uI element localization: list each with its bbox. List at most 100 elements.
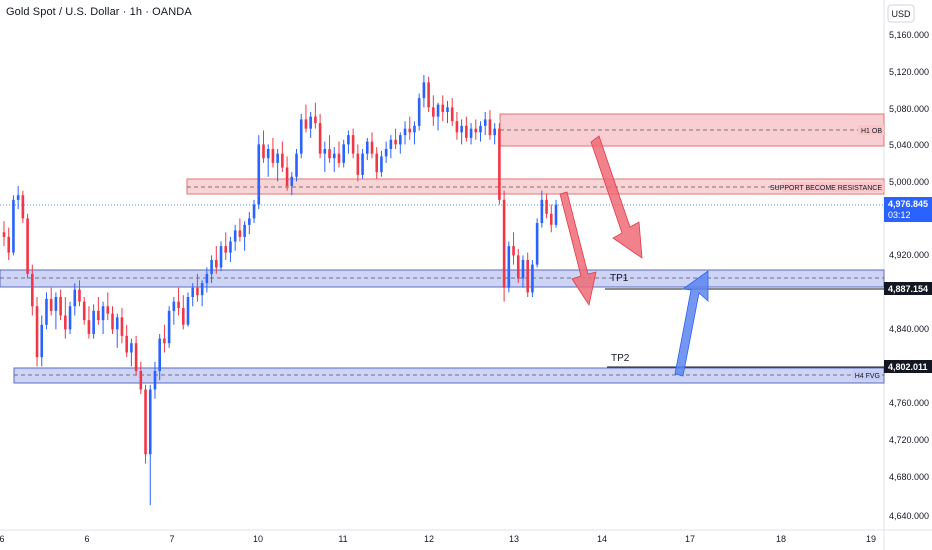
candle-body (295, 153, 298, 177)
candle-body (229, 241, 232, 253)
candle-body (2, 232, 6, 237)
price-tick: 4,680.000 (889, 472, 929, 482)
candle-body (200, 283, 204, 296)
candle-body (389, 139, 393, 149)
candle-countdown: 03:12 (888, 210, 911, 220)
candle-body (299, 119, 303, 154)
candle-body (554, 204, 558, 225)
candle-body (196, 287, 199, 296)
price-tick: 4,640.000 (889, 511, 929, 521)
support-resistance-zone[interactable]: SUPPORT BECOME RESISTANCE (186, 178, 885, 195)
candle-body (422, 82, 426, 99)
candle-body (125, 335, 128, 353)
candle-body (163, 338, 166, 344)
candle-body (356, 153, 360, 175)
price-tick: 5,160.000 (889, 30, 929, 40)
currency-selector[interactable]: USD (887, 4, 915, 23)
candle-body (31, 273, 34, 307)
candle-body (460, 125, 463, 133)
candle-body (337, 153, 341, 163)
candle-body (380, 156, 383, 173)
tp2-label: TP2 (611, 353, 630, 364)
candle-body (441, 104, 445, 112)
price-tick: 5,000.000 (889, 177, 929, 187)
candle-body (106, 306, 110, 314)
candle-body (531, 264, 534, 293)
candle-body (78, 289, 81, 302)
candle-body (281, 153, 284, 168)
candle-body (290, 176, 294, 186)
candle-body (365, 141, 369, 154)
candle-body (148, 389, 152, 455)
candle-body (224, 246, 228, 253)
candle-body (493, 128, 496, 136)
price-tick: 4,760.000 (889, 398, 929, 408)
candle-body (375, 153, 379, 173)
price-tick: 5,080.000 (889, 104, 929, 114)
h4-fvg-zone[interactable]: H4 FVG (13, 367, 885, 384)
price-tick: 4,720.000 (889, 435, 929, 445)
sell-arrow-2[interactable] (559, 191, 597, 307)
candle-body (262, 144, 265, 159)
tp1-zone[interactable] (0, 269, 885, 288)
candle-body (111, 313, 114, 330)
h1-ob-zone[interactable]: H1 OB (499, 113, 885, 147)
tp1-label: TP1 (610, 273, 629, 284)
candle-body (252, 204, 256, 219)
candle-body (276, 153, 279, 163)
candle-body (417, 98, 421, 126)
buy-arrow[interactable] (674, 270, 709, 377)
candle-body (361, 153, 364, 175)
candle-body (432, 107, 435, 117)
tp2-price-value: 4,802.011 (888, 362, 928, 372)
candle-body (488, 119, 492, 136)
candle-body (120, 317, 124, 336)
tp2-line[interactable]: TP2 (607, 353, 884, 368)
tp1-line[interactable]: TP1 (605, 273, 884, 290)
tp1-price-tag: 4,887.154 (884, 282, 932, 295)
candle-body (181, 308, 185, 325)
candle-body (271, 149, 275, 163)
time-tick: 19 (866, 534, 876, 544)
candle-body (248, 218, 251, 225)
candle-body (49, 298, 53, 311)
support-resistance-label: SUPPORT BECOME RESISTANCE (770, 185, 882, 192)
price-tick: 5,040.000 (889, 140, 929, 150)
candle-body (215, 260, 218, 268)
candle-body (115, 317, 119, 330)
candle-body (332, 153, 336, 159)
candle-body (512, 246, 515, 256)
current-price-value: 4,976.845 (888, 199, 928, 209)
chart-title: Gold Spot / U.S. Dollar · 1h · OANDA (6, 6, 192, 18)
time-tick: 6 (84, 534, 89, 544)
candle-body (465, 125, 468, 138)
time-tick: 10 (253, 534, 263, 544)
sell-arrow-1[interactable] (590, 135, 643, 259)
candle-body (318, 123, 322, 154)
candle-body (455, 121, 459, 133)
candle-body (309, 116, 312, 129)
time-tick: 12 (424, 534, 434, 544)
candle-body (7, 236, 11, 253)
candle-body (73, 289, 77, 307)
tp2-price-tag: 4,802.011 (884, 360, 932, 373)
currency-label: USD (891, 9, 911, 19)
candle-body (408, 128, 412, 133)
time-tick: 14 (597, 534, 607, 544)
candle-body (526, 260, 529, 293)
time-tick: 13 (509, 534, 519, 544)
candle-body (535, 223, 539, 265)
candle-body (82, 301, 86, 321)
candle-body (233, 230, 237, 242)
candle-body (21, 195, 25, 219)
candle-body (399, 135, 402, 145)
candle-body (314, 116, 317, 124)
h1-ob-label: H1 OB (861, 128, 882, 135)
candle-body (167, 310, 171, 344)
candle-body (26, 218, 29, 274)
time-tick: 6 (0, 534, 5, 544)
candle-body (177, 301, 180, 309)
candle-body (243, 224, 246, 237)
